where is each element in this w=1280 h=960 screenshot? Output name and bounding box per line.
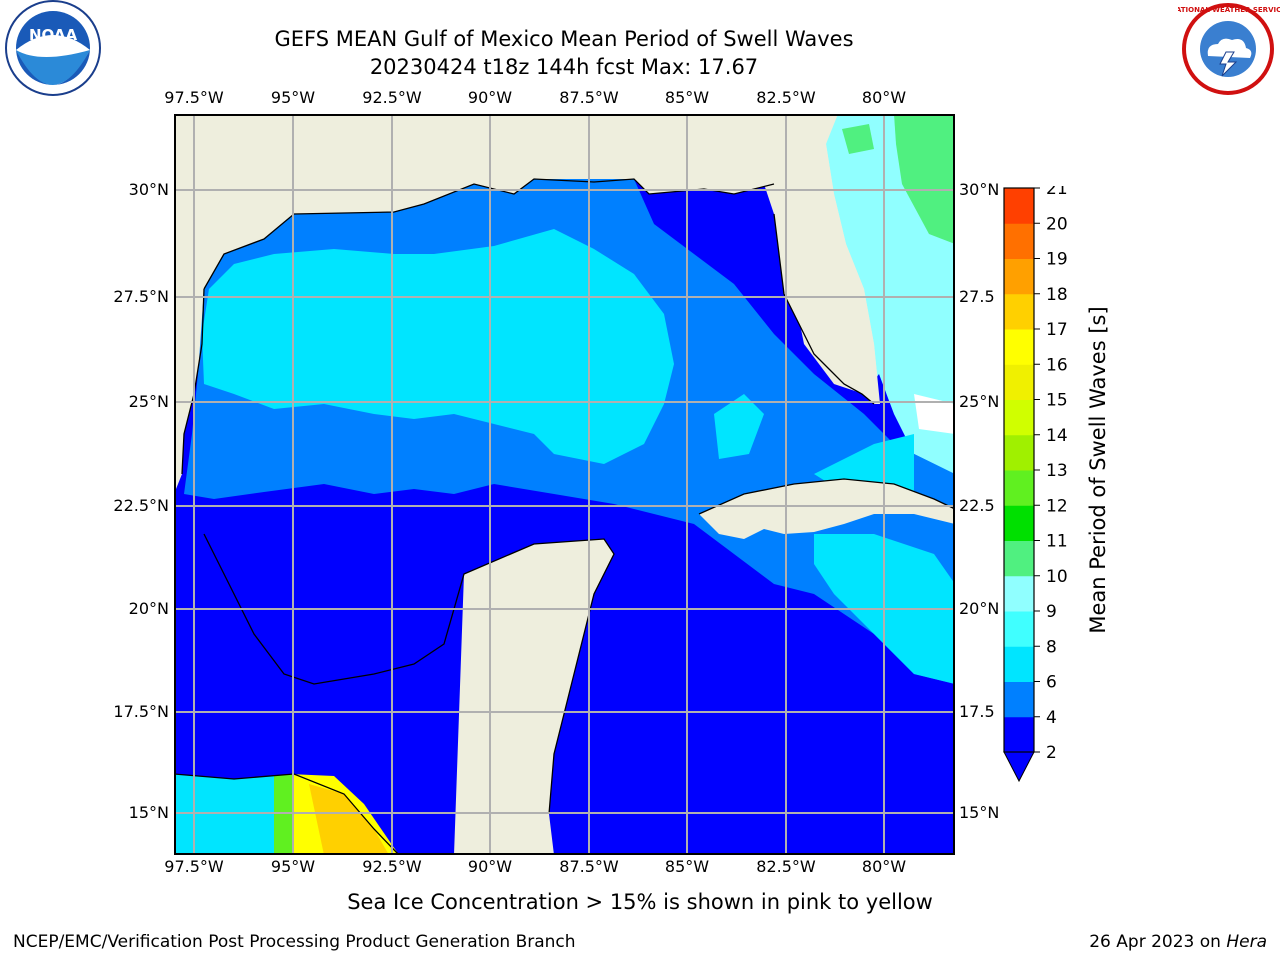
colorbar-label: Mean Period of Swell Waves [s] [1086, 306, 1110, 634]
lat-label-right: 22.5 [959, 496, 995, 515]
lon-label-top: 80°W [861, 88, 907, 107]
sea-ice-note: Sea Ice Concentration > 15% is shown in … [347, 890, 933, 914]
colorbar-swatch [1004, 293, 1034, 330]
lon-label-bottom: 80°W [861, 857, 907, 876]
yucatan-land [454, 539, 614, 855]
lat-label-left: 27.5°N [113, 287, 169, 306]
colorbar: 2 4 6 8 9 10 11 12 13 14 15 16 17 18 19 20 21 [1003, 186, 1068, 783]
lon-label-top: 90°W [467, 88, 513, 107]
lon-label-bottom: 87.5°W [559, 857, 619, 876]
colorbar-swatch [1004, 470, 1034, 506]
nws-logo: NATIONAL WEATHER SERVICE [1170, 0, 1280, 104]
colorbar-tick-label: 12 [1046, 496, 1068, 516]
colorbar-swatch [1004, 188, 1034, 224]
colorbar-tick-label: 8 [1046, 637, 1057, 657]
lon-label-top: 85°W [664, 88, 710, 107]
lon-label-bottom: 90°W [467, 857, 513, 876]
lat-label-right: 27.5 [959, 287, 995, 306]
lon-label-top: 87.5°W [559, 88, 619, 107]
colorbar-extend-triangle [1003, 751, 1035, 783]
colorbar-tick-label: 4 [1046, 708, 1057, 728]
footer-branch: NCEP/EMC/Verification Post Processing Pr… [13, 932, 576, 952]
svg-text:NATIONAL WEATHER SERVICE: NATIONAL WEATHER SERVICE [1178, 6, 1280, 14]
colorbar-swatch [1004, 364, 1034, 400]
lat-label-left: 17.5°N [113, 702, 169, 721]
lon-label-top: 97.5°W [164, 88, 224, 107]
lon-label-bottom: 85°W [664, 857, 710, 876]
grid [174, 114, 955, 855]
lon-label-top: 82.5°W [756, 88, 816, 107]
gulf-cyan-core [202, 229, 674, 464]
lat-label-right: 15°N [959, 803, 1000, 822]
svg-text:NOAA: NOAA [29, 26, 78, 44]
lon-label-bottom: 97.5°W [164, 857, 224, 876]
lat-label-right: 25°N [959, 392, 1000, 411]
noaa-logo: NOAA [0, 0, 106, 104]
lat-label-right: 20°N [959, 599, 1000, 618]
colorbar-tick-label: 18 [1046, 285, 1068, 305]
colorbar-tick-label: 17 [1046, 320, 1068, 340]
colorbar-tick-label: 16 [1046, 355, 1068, 375]
colorbar-swatch [1004, 681, 1034, 718]
chart-subtitle: 20230424 t18z 144h fcst Max: 17.67 [369, 55, 759, 79]
colorbar-swatch [1004, 223, 1034, 259]
colorbar-swatch [1004, 258, 1034, 295]
lat-label-right: 30°N [959, 180, 1000, 199]
lon-label-top: 92.5°W [362, 88, 422, 107]
colorbar-tick-label: 9 [1046, 602, 1057, 622]
lon-label-top: 95°W [270, 88, 316, 107]
lat-label-left: 20°N [128, 599, 169, 618]
lon-label-bottom: 95°W [270, 857, 316, 876]
footer-date: 26 Apr 2023 on Hera [1089, 932, 1267, 952]
colorbar-swatch [1004, 540, 1034, 577]
lat-label-left: 22.5°N [113, 496, 169, 515]
colorbar-swatch [1004, 575, 1034, 612]
colorbar-tick-label: 15 [1046, 391, 1068, 411]
colorbar-swatch [1004, 434, 1034, 471]
colorbar-tick-label: 13 [1046, 461, 1068, 481]
colorbar-tick-label: 20 [1046, 214, 1068, 234]
colorbar-swatch [1004, 646, 1034, 682]
colorbar-swatch [1004, 505, 1034, 541]
lon-label-bottom: 92.5°W [362, 857, 422, 876]
atlantic-green-patch [894, 114, 955, 244]
colorbar-swatch [1004, 329, 1034, 365]
colorbar-swatch [1004, 716, 1034, 753]
lat-label-left: 15°N [128, 803, 169, 822]
colorbar-swatch [1004, 399, 1034, 436]
lat-label-left: 25°N [128, 392, 169, 411]
florida-land [734, 114, 880, 404]
colorbar-tick-label: 10 [1046, 567, 1068, 587]
chart-title: GEFS MEAN Gulf of Mexico Mean Period of … [274, 27, 854, 51]
lat-label-left: 30°N [128, 180, 169, 199]
cuba-land [699, 479, 955, 539]
colorbar-tick-label: 2 [1046, 743, 1057, 763]
colorbar-swatch [1004, 611, 1034, 647]
colorbar-tick-label: 6 [1046, 673, 1057, 693]
lon-label-bottom: 82.5°W [756, 857, 816, 876]
gulf-of-mexico-map [174, 114, 955, 855]
footer-machine: Hera [1226, 932, 1267, 952]
colorbar-tick-label: 21 [1046, 186, 1068, 199]
colorbar-tick-label: 14 [1046, 426, 1068, 446]
colorbar-tick-label: 19 [1046, 250, 1068, 270]
colorbar-tick-label: 11 [1046, 532, 1068, 552]
lat-label-right: 17.5 [959, 702, 995, 721]
